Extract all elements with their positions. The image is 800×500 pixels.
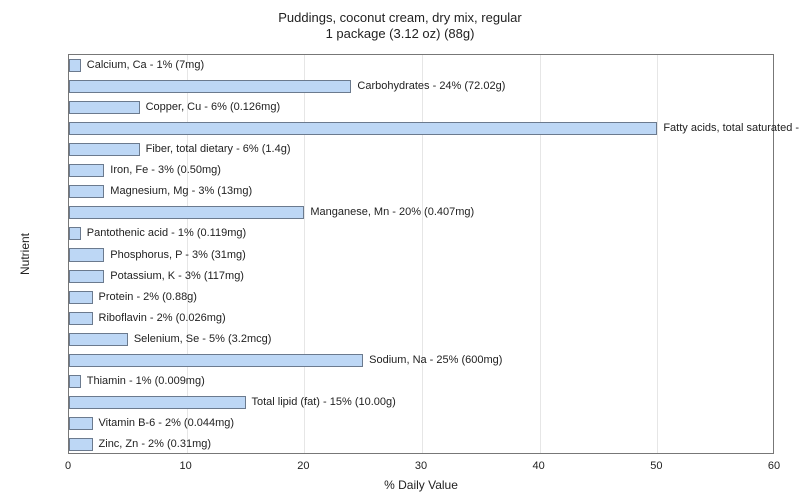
bar-label: Thiamin - 1% (0.009mg) (87, 376, 205, 387)
x-tick-label: 50 (650, 460, 662, 472)
bar-label: Pantothenic acid - 1% (0.119mg) (87, 228, 246, 239)
bar-label: Copper, Cu - 6% (0.126mg) (146, 102, 281, 113)
chart-title: Puddings, coconut cream, dry mix, regula… (0, 10, 800, 43)
bar (69, 59, 81, 72)
bar (69, 312, 93, 325)
bar (69, 375, 81, 388)
bar-label: Vitamin B-6 - 2% (0.044mg) (99, 418, 235, 429)
x-tick-label: 60 (768, 460, 780, 472)
bar (69, 164, 104, 177)
x-axis-label: % Daily Value (68, 478, 774, 492)
bar (69, 291, 93, 304)
bar-label: Potassium, K - 3% (117mg) (110, 271, 244, 282)
bar-label: Iron, Fe - 3% (0.50mg) (110, 165, 221, 176)
bar (69, 248, 104, 261)
x-tick-label: 30 (415, 460, 427, 472)
bar-label: Phosphorus, P - 3% (31mg) (110, 250, 246, 261)
bar-label: Magnesium, Mg - 3% (13mg) (110, 186, 252, 197)
bar-label: Calcium, Ca - 1% (7mg) (87, 60, 204, 71)
bar (69, 101, 140, 114)
bar (69, 270, 104, 283)
grid-line (540, 55, 541, 453)
chart-title-line1: Puddings, coconut cream, dry mix, regula… (0, 10, 800, 26)
y-axis-label: Nutrient (18, 54, 32, 454)
bar-label: Fiber, total dietary - 6% (1.4g) (146, 144, 291, 155)
bar-label: Manganese, Mn - 20% (0.407mg) (310, 207, 474, 218)
x-tick-label: 10 (180, 460, 192, 472)
bar-label: Sodium, Na - 25% (600mg) (369, 355, 502, 366)
bar-label: Zinc, Zn - 2% (0.31mg) (99, 439, 211, 450)
plot-region: Calcium, Ca - 1% (7mg) Carbohydrates - 24… (68, 54, 774, 454)
chart-container: Puddings, coconut cream, dry mix, regula… (0, 0, 800, 500)
bar (69, 206, 304, 219)
grid-line (422, 55, 423, 453)
bar (69, 122, 657, 135)
grid-line (304, 55, 305, 453)
bar-label: Total lipid (fat) - 15% (10.00g) (252, 397, 396, 408)
bar (69, 80, 351, 93)
bar (69, 185, 104, 198)
x-tick-label: 0 (65, 460, 71, 472)
grid-line (657, 55, 658, 453)
x-tick-label: 40 (533, 460, 545, 472)
bar (69, 396, 246, 409)
bar-label: Carbohydrates - 24% (72.02g) (357, 81, 505, 92)
bar-label: Selenium, Se - 5% (3.2mcg) (134, 334, 272, 345)
bar (69, 143, 140, 156)
bar-label: Protein - 2% (0.88g) (99, 292, 197, 303)
bar-label: Riboflavin - 2% (0.026mg) (99, 313, 226, 324)
x-tick-label: 20 (297, 460, 309, 472)
bar (69, 333, 128, 346)
bar (69, 354, 363, 367)
chart-title-line2: 1 package (3.12 oz) (88g) (0, 26, 800, 42)
bar-label: Fatty acids, total saturated - 50% (10.0… (663, 123, 800, 134)
bar (69, 227, 81, 240)
bar (69, 438, 93, 451)
bar (69, 417, 93, 430)
